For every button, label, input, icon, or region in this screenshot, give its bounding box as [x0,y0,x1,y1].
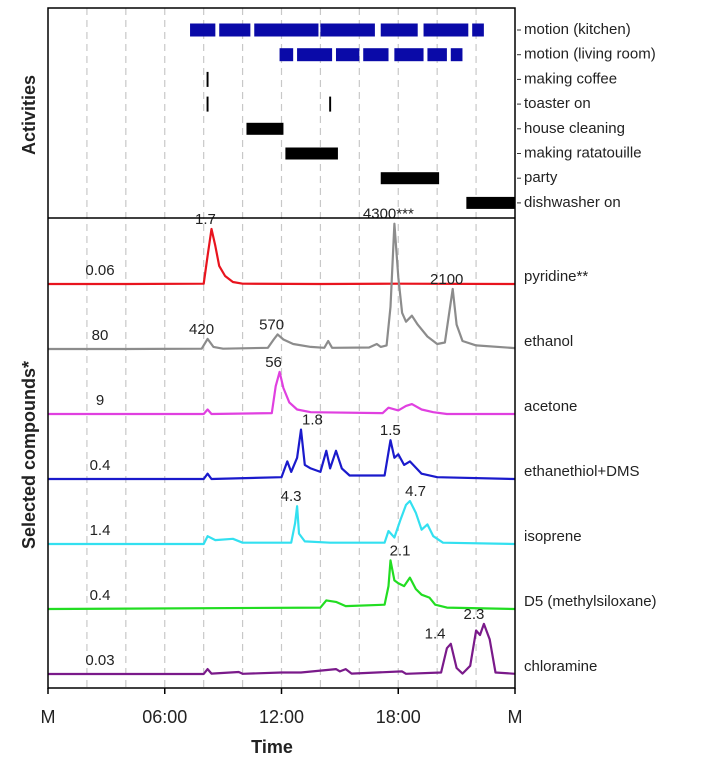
row-label: motion (living room) [524,46,656,63]
trace [47,559,516,611]
activity-bar [363,48,389,62]
activity-bar [335,48,360,62]
row-label: making ratatouille [524,144,642,161]
activity-bar [206,96,209,112]
baseline-label: 0.4 [90,587,111,604]
activity-bar [329,96,332,112]
activity-bar [466,196,515,209]
x-tick-label: M [41,707,56,727]
peak-label: 2100 [430,271,463,288]
baseline-label: 0.4 [90,457,111,474]
trace [48,227,516,286]
activity-bar [190,23,216,37]
peak-label: 56 [265,354,282,371]
activity-bar [427,48,447,62]
peak-label: 4300*** [363,206,414,223]
series-label: chloramine [524,658,597,675]
peak-label: 420 [189,321,214,338]
series-label: pyridine** [524,268,588,285]
trace [48,622,516,676]
row-label: party [524,169,558,186]
activity-bar [320,23,375,37]
activity-bar [279,48,294,62]
activity-bar [254,23,319,37]
baseline-label: 0.06 [85,262,114,279]
baseline-label: 80 [92,327,109,344]
x-tick-label: 06:00 [142,707,187,727]
activities-label: Activities [19,75,39,155]
peak-label: 2.3 [464,606,485,623]
x-axis-label: Time [251,737,293,757]
activity-bar [219,23,251,37]
peak-label: 1.4 [425,626,446,643]
activity-bar [380,172,440,185]
row-label: motion (kitchen) [524,21,631,38]
activity-bar [450,48,463,62]
peak-label: 1.5 [380,422,401,439]
row-label: making coffee [524,70,617,87]
row-label: dishwasher on [524,194,621,211]
series-label: D5 (methylsiloxane) [524,593,657,610]
peak-label: 570 [259,316,284,333]
activity-bar [285,147,338,160]
peak-label: 4.7 [405,483,426,500]
activity-bar [206,71,209,87]
baseline-label: 1.4 [90,522,111,539]
series-label: ethanol [524,333,573,350]
activity-bar [394,48,424,62]
activity-bar [423,23,469,37]
row-label: house cleaning [524,120,625,137]
baseline-label: 9 [96,392,104,409]
trace [48,222,516,351]
activity-bar [380,23,418,37]
baseline-label: 0.03 [85,652,114,669]
y-axis-label: Selected compounds* [19,361,39,549]
peak-label: 2.1 [390,542,411,559]
trace [48,428,516,481]
peak-label: 1.8 [302,412,323,429]
peak-label: 4.3 [281,488,302,505]
series-label: ethanethiol+DMS [524,463,640,480]
peak-label: 1.7 [195,211,216,228]
trace [48,370,515,416]
series-label: acetone [524,398,577,415]
activity-bar [297,48,333,62]
activity-bar [246,122,284,135]
activity-bar [472,23,484,37]
row-label: toaster on [524,95,591,112]
trace [48,499,516,546]
x-tick-label: 12:00 [259,707,304,727]
x-tick-label: M [508,707,523,727]
x-tick-label: 18:00 [376,707,421,727]
series-label: isoprene [524,528,582,545]
